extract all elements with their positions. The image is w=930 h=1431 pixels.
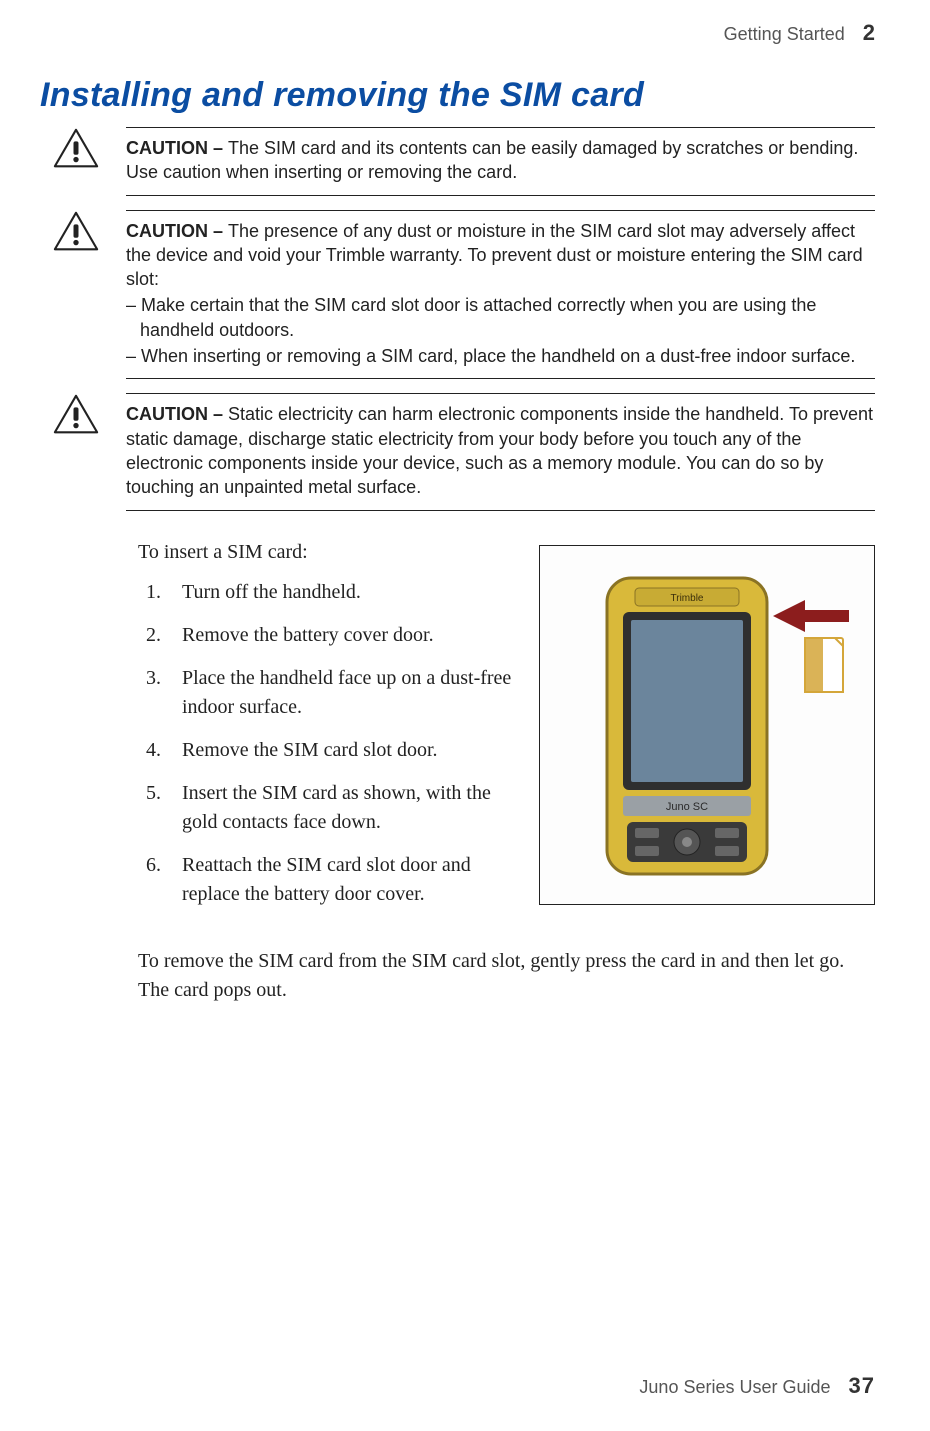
list-item: Turn off the handheld. xyxy=(138,578,513,607)
list-item: Insert the SIM card as shown, with the g… xyxy=(138,779,513,837)
caution-block: CAUTION – The presence of any dust or mo… xyxy=(40,210,875,380)
insert-sim-text: To insert a SIM card: Turn off the handh… xyxy=(138,541,513,923)
insert-sim-row: To insert a SIM card: Turn off the handh… xyxy=(138,541,875,923)
running-footer: Juno Series User Guide 37 xyxy=(639,1373,875,1399)
header-chapter-number: 2 xyxy=(863,20,875,46)
caution-block: CAUTION – The SIM card and its contents … xyxy=(40,127,875,196)
caution-body: CAUTION – The SIM card and its contents … xyxy=(126,127,875,196)
caution-subline: – Make certain that the SIM card slot do… xyxy=(126,293,875,342)
caution-subline: – When inserting or removing a SIM card,… xyxy=(126,344,875,368)
caution-lead: CAUTION – xyxy=(126,221,228,241)
insert-steps-list: Turn off the handheld. Remove the batter… xyxy=(138,578,513,909)
caution-text: The SIM card and its contents can be eas… xyxy=(126,138,858,182)
footer-page-number: 37 xyxy=(849,1373,875,1399)
caution-icon xyxy=(50,393,102,437)
list-item: Remove the SIM card slot door. xyxy=(138,736,513,765)
device-figure: Trimble Juno SC xyxy=(539,545,875,905)
body-content: To insert a SIM card: Turn off the handh… xyxy=(40,525,875,1005)
device-illustration: Trimble Juno SC xyxy=(557,560,857,890)
insert-intro: To insert a SIM card: xyxy=(138,541,513,564)
caution-icon xyxy=(50,210,102,254)
list-item: Remove the battery cover door. xyxy=(138,621,513,650)
caution-body: CAUTION – Static electricity can harm el… xyxy=(126,393,875,510)
caution-body: CAUTION – The presence of any dust or mo… xyxy=(126,210,875,380)
page-title: Installing and removing the SIM card xyxy=(40,76,875,115)
caution-lead: CAUTION – xyxy=(126,404,228,424)
caution-block: CAUTION – Static electricity can harm el… xyxy=(40,393,875,510)
caution-text: The presence of any dust or moisture in … xyxy=(126,221,863,290)
caution-icon xyxy=(50,127,102,171)
header-section: Getting Started xyxy=(724,24,845,45)
model-label: Juno SC xyxy=(666,801,708,813)
arrow-left-icon xyxy=(773,600,849,632)
brand-label: Trimble xyxy=(671,593,704,604)
caution-text: Static electricity can harm electronic c… xyxy=(126,404,873,497)
caution-lead: CAUTION – xyxy=(126,138,228,158)
list-item: Place the handheld face up on a dust-fre… xyxy=(138,664,513,722)
footer-guide-title: Juno Series User Guide xyxy=(639,1377,830,1398)
remove-sim-paragraph: To remove the SIM card from the SIM card… xyxy=(138,947,875,1005)
list-item: Reattach the SIM card slot door and repl… xyxy=(138,851,513,909)
running-header: Getting Started 2 xyxy=(40,20,875,46)
